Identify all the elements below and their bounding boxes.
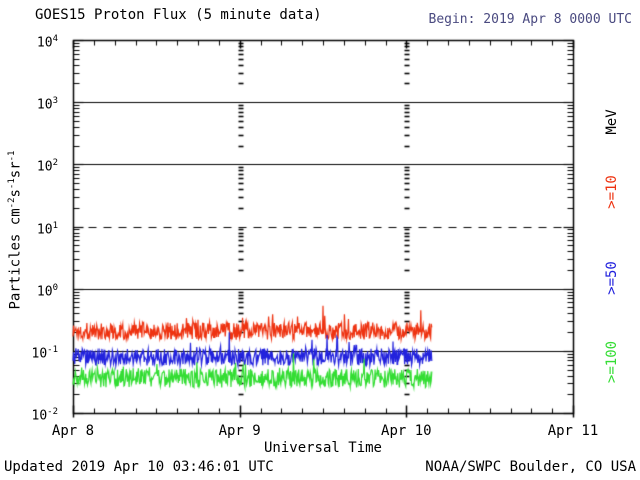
y-axis-label-sup: -2: [7, 197, 17, 209]
series-label: >=50: [604, 261, 620, 295]
x-tick-label: Apr 8: [51, 423, 95, 439]
y-axis-label-part: s: [7, 189, 24, 198]
y-tick-label: 10-2: [31, 407, 59, 424]
x-axis-title: Universal Time: [263, 440, 382, 456]
y-tick-label: 10-1: [31, 344, 59, 362]
y-tick-label: 103: [36, 96, 58, 113]
series-label: >=10: [604, 175, 620, 209]
y-axis-label-sup: -1: [7, 178, 17, 190]
begin-timestamp: Begin: 2019 Apr 8 0000 UTC: [428, 12, 633, 27]
y-tick-label: 100: [36, 282, 58, 299]
credit-text: NOAA/SWPC Boulder, CO USA: [425, 459, 636, 475]
x-tick-label: Apr 9: [218, 423, 261, 439]
series-label: >=100: [604, 340, 620, 384]
updated-timestamp: Updated 2019 Apr 10 03:46:01 UTC: [4, 459, 274, 475]
chart-title: GOES15 Proton Flux (5 minute data): [35, 7, 322, 23]
x-tick-label: Apr 10: [381, 423, 432, 439]
y-tick-label: 104: [36, 34, 58, 51]
x-tick-label: Apr 11: [547, 423, 599, 439]
y-tick-label: 102: [36, 158, 58, 175]
y-tick-label: 101: [36, 220, 58, 237]
